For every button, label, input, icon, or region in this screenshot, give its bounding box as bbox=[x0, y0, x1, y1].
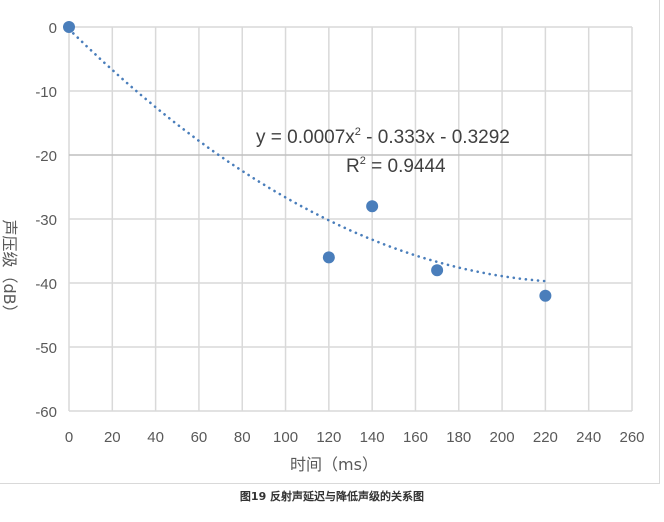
y-axis-label: 声压级（dB） bbox=[0, 219, 19, 320]
trendline bbox=[67, 27, 547, 283]
x-tick-label: 180 bbox=[446, 429, 471, 446]
y-tick-labels: 0 -10 -20 -30 -40 -50 -60 bbox=[35, 20, 57, 421]
data-points bbox=[63, 21, 552, 302]
x-tick-labels: 0 20 40 60 80 100 120 140 160 180 200 220 240 260 bbox=[65, 429, 645, 446]
y-tick-label: -30 bbox=[35, 212, 57, 229]
trendline-path bbox=[67, 27, 547, 283]
data-point bbox=[539, 289, 552, 302]
x-tick-label: 60 bbox=[191, 429, 208, 446]
y-tick-label: -10 bbox=[35, 84, 57, 101]
y-tick-label: 0 bbox=[49, 20, 57, 37]
data-point bbox=[322, 251, 335, 264]
x-tick-label: 200 bbox=[490, 429, 515, 446]
figure-caption: 图19 反射声延迟与降低声级的关系图 bbox=[239, 490, 425, 503]
x-axis-label: 时间（ms） bbox=[290, 455, 378, 474]
frame-border bbox=[659, 0, 660, 484]
x-tick-label: 40 bbox=[147, 429, 164, 446]
x-tick-label: 160 bbox=[403, 429, 428, 446]
x-tick-label: 100 bbox=[273, 429, 298, 446]
x-tick-label: 20 bbox=[104, 429, 121, 446]
x-tick-label: 140 bbox=[360, 429, 385, 446]
y-tick-label: -40 bbox=[35, 276, 57, 293]
data-point bbox=[366, 200, 379, 213]
frame-divider bbox=[0, 483, 660, 484]
x-tick-label: 0 bbox=[65, 429, 73, 446]
y-tick-label: -50 bbox=[35, 340, 57, 357]
x-tick-label: 80 bbox=[234, 429, 251, 446]
x-tick-label: 120 bbox=[316, 429, 341, 446]
x-tick-label: 240 bbox=[576, 429, 601, 446]
y-tick-label: -20 bbox=[35, 148, 57, 165]
r-squared: R2 = 0.9444 bbox=[346, 155, 446, 177]
grid bbox=[68, 26, 633, 412]
x-tick-label: 220 bbox=[533, 429, 558, 446]
data-point bbox=[63, 21, 75, 33]
y-tick-label: -60 bbox=[35, 404, 57, 421]
trendline-equation: y = 0.0007x2 - 0.333x - 0.3292 bbox=[256, 126, 510, 148]
x-tick-label: 260 bbox=[619, 429, 644, 446]
data-point bbox=[431, 264, 444, 277]
